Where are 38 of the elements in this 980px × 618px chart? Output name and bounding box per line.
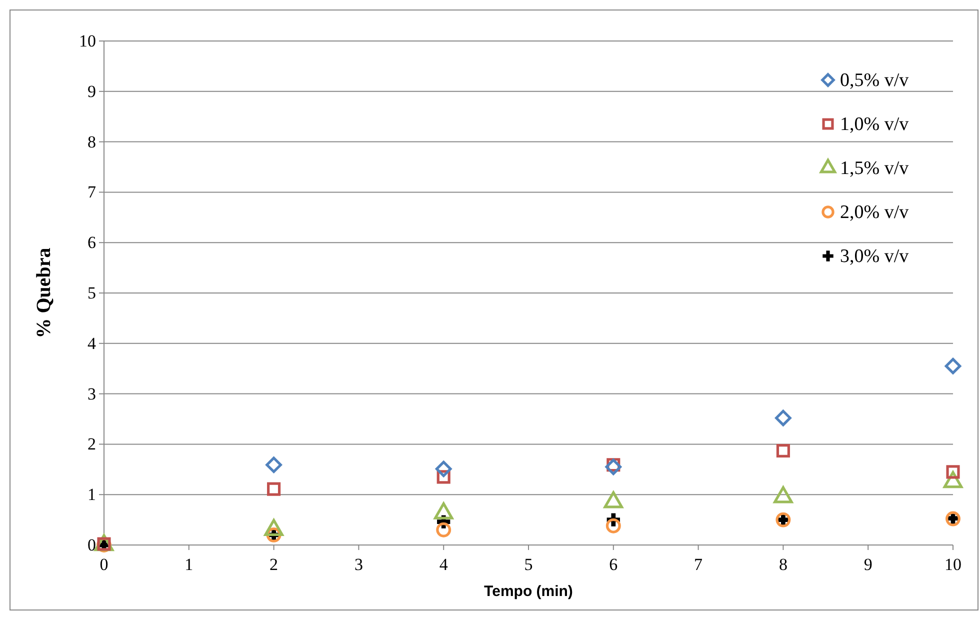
legend-label: 3,0% v/v: [840, 246, 910, 267]
point: [605, 458, 622, 476]
point: [775, 410, 792, 426]
legend-label: 0,5% v/v: [840, 70, 910, 91]
point: [436, 522, 452, 538]
x-tick-label: 6: [609, 555, 618, 574]
x-tick-label: 9: [864, 555, 872, 574]
point: [944, 358, 962, 374]
legend-label: 1,5% v/v: [840, 158, 910, 179]
y-tick-label: 2: [88, 434, 96, 454]
point: [776, 444, 790, 458]
y-tick-label: 1: [88, 485, 96, 504]
y-tick-label: 5: [88, 283, 96, 302]
x-tick-label: 1: [184, 555, 194, 574]
y-tick-label: 9: [88, 82, 96, 101]
point: [606, 518, 621, 534]
x-tick-label: 8: [778, 555, 788, 574]
point: [266, 456, 282, 474]
x-tick-label: 5: [524, 555, 533, 574]
y-tick-label: 8: [88, 132, 96, 152]
y-axis-title: % Quebra: [33, 248, 55, 338]
legend-label: 1,0% v/v: [840, 114, 910, 135]
y-tick-label: 4: [88, 334, 96, 353]
y-tick-label: 6: [88, 233, 96, 252]
x-tick-label: 7: [694, 555, 704, 574]
x-tick-label: 2: [270, 555, 278, 574]
x-tick-label: 0: [100, 555, 108, 574]
y-tick-label: 7: [88, 182, 96, 202]
y-tick-label: 0: [88, 535, 96, 554]
x-tick-label: 3: [354, 555, 363, 574]
x-tick-label: 4: [439, 555, 448, 574]
point: [267, 482, 281, 496]
point: [435, 460, 452, 478]
y-tick-label: 3: [88, 384, 96, 404]
x-axis-title: Tempo (min): [484, 583, 573, 600]
y-tick-label: 10: [79, 31, 96, 50]
legend-label: 2,0% v/v: [840, 202, 910, 223]
x-tick-label: 10: [944, 555, 962, 574]
